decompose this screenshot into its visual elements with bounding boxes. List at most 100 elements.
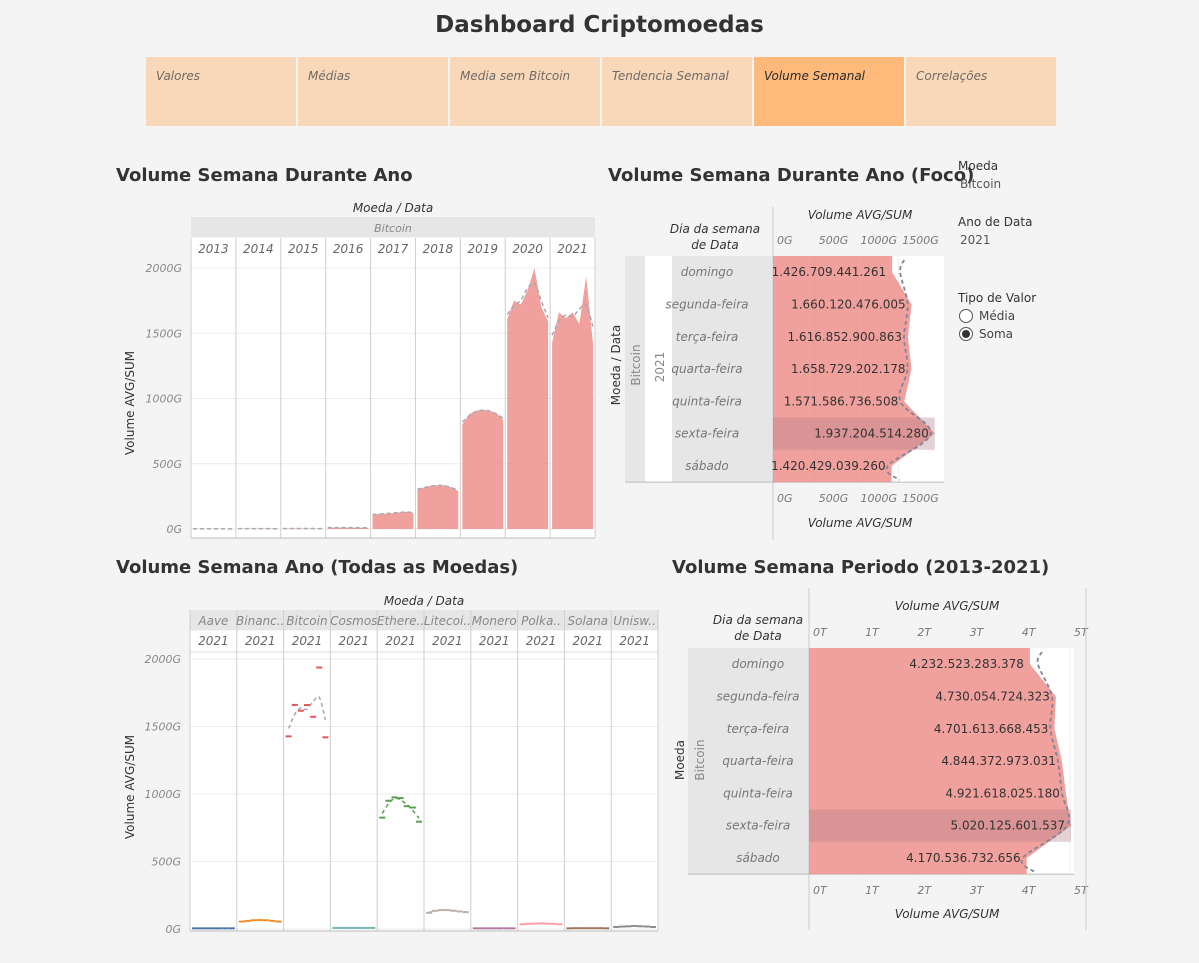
chart4-title: Volume Semana Periodo (2013-2021) — [672, 557, 1050, 578]
chart1-year-label: 2017 — [378, 242, 409, 256]
chart3-year-label: 2021 — [432, 634, 463, 648]
chart4-row-header: Moeda — [673, 740, 687, 780]
radio-soma[interactable] — [959, 327, 973, 341]
chart1-year-label: 2014 — [243, 242, 274, 256]
chart2-year-band — [645, 256, 672, 483]
chart2-xtick-top: 1000G — [861, 234, 898, 247]
chart4-category-label: domingo — [732, 657, 785, 671]
chart4-highlight-row — [809, 809, 1072, 842]
chart2-xtick-bottom: 0G — [777, 492, 793, 505]
tab-6[interactable]: Correlações — [906, 57, 1056, 126]
chart4-value-label: 4.844.372.973.031 — [941, 754, 1056, 768]
chart2-xtick-bottom: 1500G — [902, 492, 939, 505]
chart1-year-label: 2019 — [468, 242, 499, 256]
chart4-xtick-bottom: 3T — [970, 884, 985, 897]
chart3-coin-label: Litecoi.. — [424, 614, 471, 628]
chart1-trend-2019 — [461, 409, 504, 423]
chart4-category-label: quarta-feira — [722, 754, 793, 768]
chart2-value-label: 1.420.429.039.260 — [771, 459, 886, 473]
chart1-coin-header-bg — [191, 217, 595, 237]
chart4-category-label: sábado — [736, 851, 780, 865]
chart2-col-header-2: de Data — [691, 238, 738, 252]
chart4-xtick-top: 1T — [865, 626, 880, 639]
chart3-trend-Bitcoin — [287, 695, 327, 729]
radio-media[interactable] — [959, 309, 973, 323]
chart3-coin-label: Ethere.. — [377, 614, 424, 628]
chart1-year-label: 2013 — [198, 242, 229, 256]
chart2-xtick-top: 1500G — [902, 234, 939, 247]
chart2-title: Volume Semana Durante Ano (Foco) — [608, 165, 975, 186]
chart1-ytick: 1000G — [145, 393, 182, 406]
chart1-area-2020 — [507, 268, 549, 529]
chart4-xtick-top: 2T — [917, 626, 932, 639]
chart4-value-label: 5.020.125.601.537 — [951, 819, 1066, 833]
chart2-xtick-top: 500G — [819, 234, 849, 247]
chart2-axis-title-top: Volume AVG/SUM — [808, 208, 913, 222]
chart3-year-label: 2021 — [573, 634, 604, 648]
chart1-ytick: 1500G — [145, 327, 182, 340]
chart2-xtick-top: 0G — [777, 234, 793, 247]
ano-filter-label: Ano de Data — [958, 215, 1033, 229]
chart4-xtick-top: 4T — [1022, 626, 1037, 639]
chart3-ytick: 1000G — [144, 788, 181, 801]
chart2-highlight-row — [773, 417, 935, 450]
chart2-category-label: sábado — [685, 459, 729, 473]
chart1-ytick: 0G — [166, 523, 182, 536]
chart3-header: Moeda / Data — [384, 594, 464, 608]
ano-filter-value[interactable]: 2021 — [960, 233, 991, 247]
chart1-ytick: 500G — [152, 458, 182, 471]
chart2-axis-title-bottom: Volume AVG/SUM — [808, 516, 913, 530]
chart4-value-label: 4.921.618.025.180 — [945, 786, 1060, 800]
chart1-year-label: 2018 — [423, 242, 454, 256]
chart3-coin-label: Monero — [472, 614, 517, 628]
chart4-xtick-bottom: 2T — [917, 884, 932, 897]
chart2-category-label: domingo — [681, 265, 734, 279]
chart1-area-2019 — [462, 409, 504, 529]
chart2-bar-chart: Dia da semana de Data Volume AVG/SUM Volume… — [609, 207, 944, 540]
chart4-bar-chart: Dia da semana de Data Volume AVG/SUM Volume… — [673, 588, 1089, 930]
chart3-ytick: 0G — [165, 923, 181, 936]
chart2-category-label: quarta-feira — [671, 362, 742, 376]
chart4-category-label: segunda-feira — [717, 689, 800, 703]
chart1-trend-2018 — [417, 484, 459, 491]
chart3-year-label: 2021 — [479, 634, 510, 648]
chart4-xtick-bottom: 1T — [865, 884, 880, 897]
chart4-trend-line — [1020, 651, 1071, 873]
chart2-value-label: 1.616.852.900.863 — [787, 330, 902, 344]
chart3-year-label: 2021 — [245, 634, 276, 648]
radio-media-label: Média — [979, 309, 1016, 323]
chart3-trend-Binanc.. — [241, 919, 279, 923]
chart1-area-2018 — [417, 485, 459, 529]
tab-5[interactable]: Volume Semanal — [754, 57, 904, 126]
chart4-category-label: sexta-feira — [726, 819, 790, 833]
chart2-category-label: quinta-feira — [672, 394, 742, 408]
chart4-xtick-bottom: 5T — [1074, 884, 1089, 897]
tab-4[interactable]: Tendencia Semanal — [602, 57, 752, 126]
chart4-row-header-bg — [688, 648, 809, 875]
chart1-area-2016 — [327, 527, 369, 529]
chart3-coin-label: Binanc.. — [236, 614, 284, 628]
moeda-filter-value[interactable]: Bitcoin — [960, 177, 1002, 191]
chart4-xtick-bottom: 4T — [1022, 884, 1037, 897]
chart1-header: Moeda / Data — [353, 201, 433, 215]
chart3-year-label: 2021 — [198, 634, 229, 648]
chart2-value-label: 1.658.729.202.178 — [791, 362, 906, 376]
chart4-area — [809, 648, 1072, 875]
chart1-ylabel: Volume AVG/SUM — [123, 351, 137, 455]
chart4-category-label: quinta-feira — [723, 786, 793, 800]
chart3-coin-label: Solana — [567, 614, 608, 628]
chart1-title: Volume Semana Durante Ano — [116, 165, 413, 186]
tab-3[interactable]: Media sem Bitcoin — [450, 57, 600, 126]
tab-1[interactable]: Valores — [146, 57, 296, 126]
chart3-ytick: 1500G — [144, 721, 181, 734]
chart3-coin-label: Unisw.. — [613, 614, 656, 628]
chart4-value-label: 4.232.523.283.378 — [909, 657, 1024, 671]
chart4-category-label: terça-feira — [727, 722, 790, 736]
dashboard-title: Dashboard Criptomoedas — [435, 12, 764, 38]
chart2-category-label: terça-feira — [676, 330, 739, 344]
tab-2[interactable]: Médias — [298, 57, 448, 126]
chart4-xtick-top: 5T — [1074, 626, 1089, 639]
chart2-area — [773, 256, 935, 483]
chart4-xtick-top: 3T — [970, 626, 985, 639]
chart4-col-header-1: Dia da semana — [713, 613, 803, 627]
